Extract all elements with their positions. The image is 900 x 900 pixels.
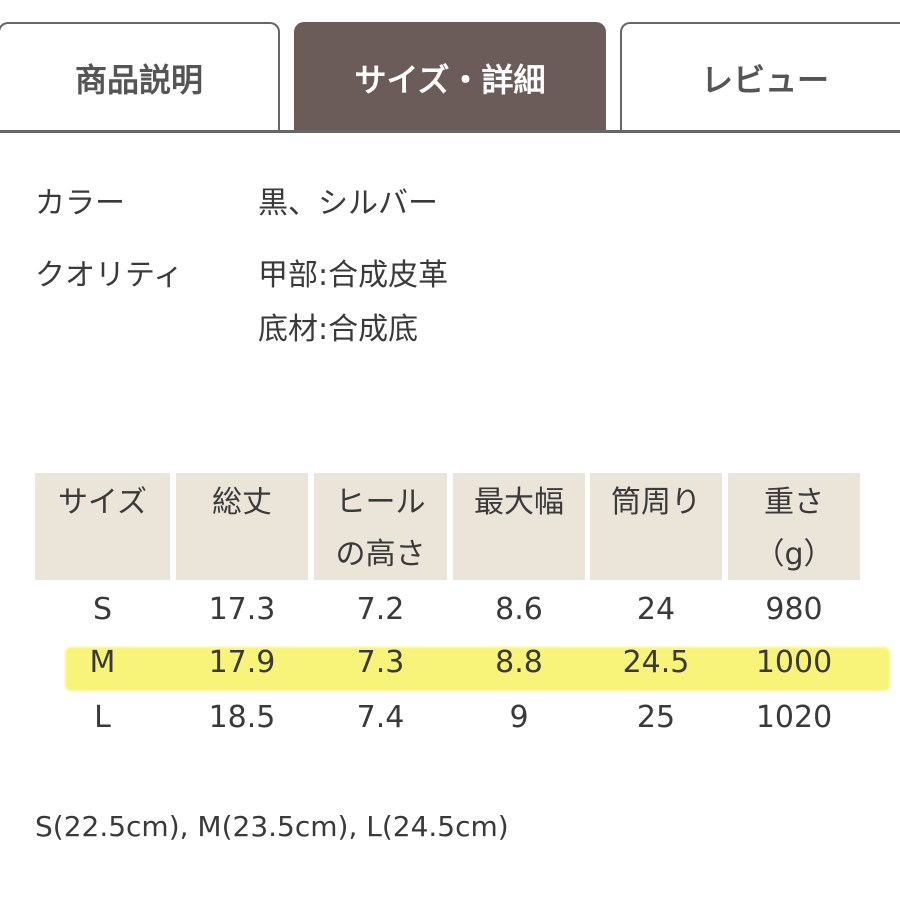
quality-upper: 甲部:合成皮革	[258, 258, 449, 293]
row-highlight	[65, 647, 890, 691]
quality-label: クオリティ	[35, 258, 184, 293]
tab-reviews[interactable]: レビュー	[620, 22, 900, 132]
table-cell: 7.3	[356, 645, 405, 680]
header-line: の高さ	[335, 537, 426, 572]
table-cell: 17.3	[208, 592, 276, 627]
color-value: 黒、シルバー	[258, 186, 438, 221]
table-cell: L	[94, 700, 111, 735]
table-cell: M	[89, 645, 116, 680]
table-row: L 18.5 7.4 9 25 1020	[0, 698, 900, 738]
header-line: サイズ	[57, 485, 148, 520]
header-line: 総丈	[212, 485, 272, 520]
tab-product-description[interactable]: 商品説明	[0, 22, 280, 132]
header-line: 重さ	[764, 485, 824, 520]
table-cell: 17.9	[208, 645, 276, 680]
table-header: 筒周り	[590, 473, 722, 580]
table-cell: 7.2	[356, 592, 405, 627]
quality-sole: 底材:合成底	[258, 312, 419, 347]
table-row: M 17.9 7.3 8.8 24.5 1000	[0, 643, 900, 683]
table-cell: S	[92, 592, 113, 627]
table-header: 重さ （g）	[728, 473, 860, 580]
table-header: サイズ	[35, 473, 170, 580]
size-footnote: S(22.5cm), M(23.5cm), L(24.5cm)	[35, 810, 509, 843]
tab-divider	[0, 130, 900, 133]
table-header: ヒール の高さ	[314, 473, 447, 580]
table-header: 総丈	[176, 473, 308, 580]
table-cell: 8.8	[495, 645, 543, 680]
tab-size-details[interactable]: サイズ・詳細	[294, 22, 606, 132]
table-cell: 1020	[755, 700, 833, 735]
table-cell: 1000	[755, 645, 833, 680]
table-cell: 8.6	[495, 592, 543, 627]
table-cell: 18.5	[208, 700, 276, 735]
table-cell: 7.4	[356, 700, 405, 735]
color-label: カラー	[35, 186, 125, 221]
table-cell: 9	[509, 700, 529, 735]
header-line: （g）	[754, 537, 834, 572]
table-cell: 24	[636, 592, 676, 627]
header-line: 筒周り	[611, 485, 701, 520]
table-cell: 25	[636, 700, 676, 735]
table-row: S 17.3 7.2 8.6 24 980	[0, 590, 900, 630]
table-header: 最大幅	[453, 473, 585, 580]
table-cell: 24.5	[622, 645, 690, 680]
header-line: ヒール	[335, 485, 426, 520]
table-cell: 980	[765, 592, 823, 627]
header-line: 最大幅	[474, 485, 564, 520]
